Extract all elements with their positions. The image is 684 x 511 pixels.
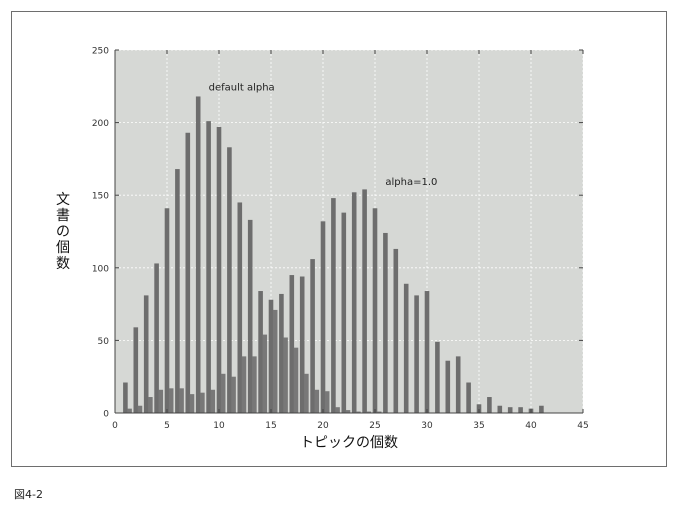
x-tick-label: 20 xyxy=(317,421,329,431)
bar-series-1 xyxy=(435,341,440,413)
figure-caption: 図4-2 xyxy=(14,488,43,501)
bar-series-2 xyxy=(262,334,268,413)
x-tick-label: 25 xyxy=(369,421,380,431)
bar-series-2 xyxy=(252,356,257,413)
bar-series-1 xyxy=(518,407,523,413)
bar-series-1 xyxy=(351,192,357,413)
bar-series-1 xyxy=(154,263,159,413)
bar-series-1 xyxy=(507,407,513,413)
bar-series-2 xyxy=(168,388,174,413)
bar-series-2 xyxy=(210,389,216,413)
bar-series-1 xyxy=(289,275,295,413)
bar-series-1 xyxy=(445,360,451,413)
annotation-label: alpha=1.0 xyxy=(385,177,437,188)
bar-series-1 xyxy=(455,356,461,413)
x-tick-label: 15 xyxy=(265,421,276,431)
y-tick-label: 200 xyxy=(92,119,109,129)
bar-series-2 xyxy=(376,411,382,413)
bar-series-1 xyxy=(279,293,284,413)
y-axis-label-char: 個 xyxy=(56,240,70,256)
x-tick-label: 0 xyxy=(112,421,118,431)
bar-series-2 xyxy=(158,389,164,413)
bar-series-2 xyxy=(356,411,361,413)
bar-series-1 xyxy=(476,404,482,413)
annotation-label: default alpha xyxy=(209,83,275,94)
bar-series-1 xyxy=(143,295,149,413)
y-tick-label: 250 xyxy=(92,47,109,57)
x-tick-label: 5 xyxy=(164,421,170,431)
bar-series-1 xyxy=(164,208,170,413)
bar-series-1 xyxy=(393,248,399,413)
bar-series-1 xyxy=(331,198,336,413)
bar-series-2 xyxy=(366,411,372,413)
bar-series-2 xyxy=(189,394,195,413)
bar-series-2 xyxy=(314,389,320,413)
bar-series-1 xyxy=(268,299,274,413)
bar-series-1 xyxy=(185,132,191,413)
y-tick-label: 100 xyxy=(92,264,109,274)
bar-series-1 xyxy=(341,212,347,413)
bar-series-1 xyxy=(383,232,388,413)
tick-labels: 0 5 10 15 20 25 30 35 40 45 0 50 100 150 200 250 xyxy=(92,47,589,432)
bar-series-2 xyxy=(324,391,330,413)
annotations: default alpha alpha=1.0 xyxy=(209,83,438,188)
bar-series-2 xyxy=(179,388,184,413)
bar-series-1 xyxy=(487,397,492,413)
axes xyxy=(114,49,584,414)
figure-frame xyxy=(11,11,667,467)
bar-series-1 xyxy=(299,276,305,413)
bar-series-1 xyxy=(424,291,430,413)
bar-series-1 xyxy=(414,295,419,413)
bar-series-1 xyxy=(310,259,315,413)
bar-series-1 xyxy=(216,126,222,414)
bar-series-1 xyxy=(247,219,253,413)
bar-series-2 xyxy=(220,373,226,413)
bar-series-2 xyxy=(200,392,205,413)
bar-series-1 xyxy=(258,291,263,413)
x-tick-label: 30 xyxy=(421,421,433,431)
bar-series-1 xyxy=(133,327,139,413)
bar-series-2 xyxy=(272,309,278,413)
bar-series-1 xyxy=(320,221,326,413)
y-tick-label: 50 xyxy=(98,337,110,347)
bar-series-2 xyxy=(304,373,309,413)
bar-series-1 xyxy=(362,189,367,413)
bar-series-1 xyxy=(539,405,544,413)
y-axis-label-char: 数 xyxy=(56,256,70,272)
y-axis-label: 文 書 の 個 数 xyxy=(55,192,71,272)
bar-series-2 xyxy=(345,410,351,413)
bar-series-1 xyxy=(206,121,211,413)
bar-series-2 xyxy=(293,347,299,413)
bar-series-1 xyxy=(403,283,409,413)
bar-series-2 xyxy=(137,405,143,413)
x-tick-label: 40 xyxy=(525,421,537,431)
bar-series-1 xyxy=(195,96,201,414)
bar-series-2 xyxy=(335,407,340,413)
bar-series-2 xyxy=(241,356,247,413)
x-axis-label: トピックの個数 xyxy=(300,435,398,451)
bar-series-2 xyxy=(283,337,288,413)
bar-series-1 xyxy=(497,405,503,413)
bar-series-1 xyxy=(227,147,232,413)
bar-series-2 xyxy=(127,408,132,413)
bar-series-1 xyxy=(372,208,378,413)
bar-series-2 xyxy=(231,376,236,413)
bars xyxy=(123,96,544,414)
x-tick-label: 35 xyxy=(473,421,484,431)
y-tick-label: 0 xyxy=(103,410,109,420)
plot-area xyxy=(115,50,583,413)
x-tick-label: 45 xyxy=(577,421,588,431)
y-axis-label-char: の xyxy=(56,224,70,240)
bar-series-1 xyxy=(466,382,471,413)
y-axis-label-char: 書 xyxy=(56,208,70,224)
bar-series-2 xyxy=(148,397,153,413)
bar-series-1 xyxy=(237,202,243,413)
x-tick-label: 10 xyxy=(213,421,225,431)
y-tick-label: 150 xyxy=(92,192,109,202)
bar-series-1 xyxy=(123,382,128,413)
y-axis-label-char: 文 xyxy=(56,192,70,208)
bar-series-1 xyxy=(175,169,180,413)
